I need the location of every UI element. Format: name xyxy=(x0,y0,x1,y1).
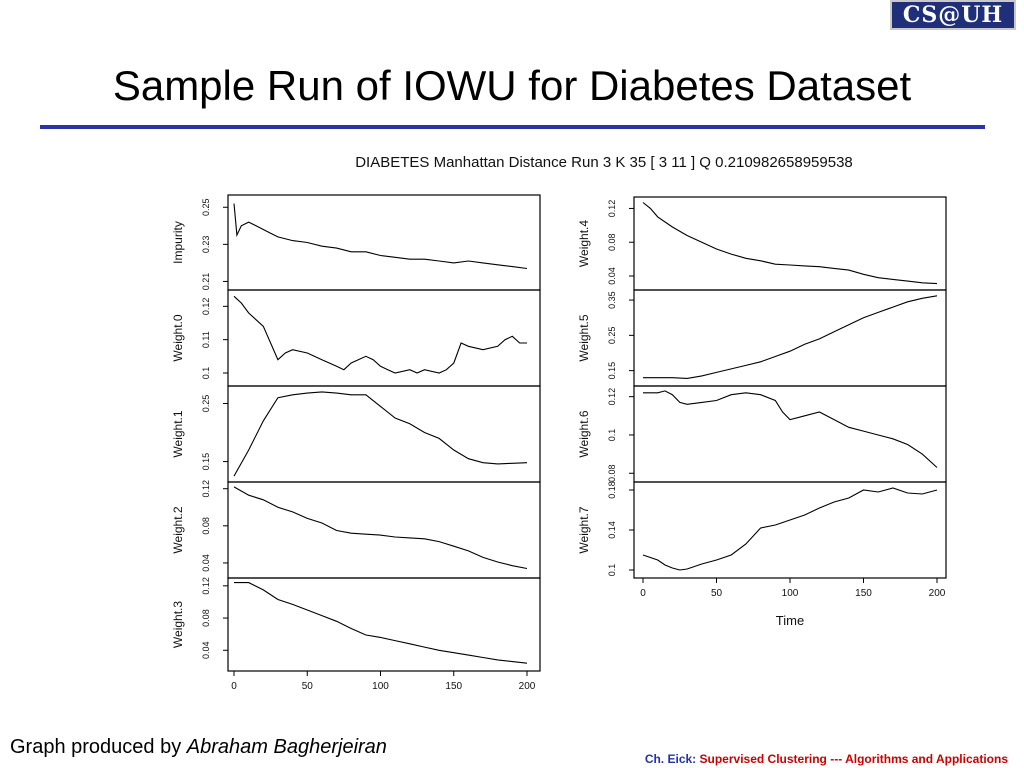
y-tick-label: 0.21 xyxy=(201,273,211,291)
x-tick-label: 200 xyxy=(929,588,946,599)
y-tick-label: 0.1 xyxy=(607,429,617,442)
y-tick-label: 0.18 xyxy=(607,481,617,499)
panel-frame-weight-2 xyxy=(227,481,541,579)
y-tick-label: 0.35 xyxy=(607,291,617,309)
series-line-weight-6 xyxy=(643,390,938,468)
panel-frame-weight-6 xyxy=(633,385,947,483)
x-tick-label: 0 xyxy=(231,681,237,692)
y-tick-label: 0.04 xyxy=(201,554,211,572)
credit-prefix: Graph produced by xyxy=(10,736,182,758)
x-tick-label: 100 xyxy=(782,588,799,599)
panel-frame-weight-7 xyxy=(633,481,947,579)
x-tick-label: 100 xyxy=(372,681,389,692)
y-axis-label-weight-4: Weight.4 xyxy=(577,220,591,267)
series-line-impurity xyxy=(233,203,528,270)
y-axis-label-weight-5: Weight.5 xyxy=(577,314,591,361)
y-axis-label-impurity: Impurity xyxy=(171,221,185,264)
y-axis-label-weight-0: Weight.0 xyxy=(171,314,185,361)
series-line-weight-5 xyxy=(643,295,938,379)
x-tick-label: 200 xyxy=(519,681,536,692)
footer-separator: : xyxy=(692,752,697,766)
slide-footer: Ch. Eick: Supervised Clustering --- Algo… xyxy=(645,752,1008,766)
y-tick-label: 0.08 xyxy=(201,609,211,627)
series-line-weight-0 xyxy=(233,295,527,374)
panel-frame-weight-0 xyxy=(227,289,541,387)
footer-course: Supervised Clustering --- Algorithms and… xyxy=(699,752,1008,766)
line-chart-panels: DIABETES Manhattan Distance Run 3 K 35 [… xyxy=(171,154,947,692)
series-line-weight-1 xyxy=(233,391,528,477)
y-tick-label: 0.15 xyxy=(201,453,211,471)
x-axis-label: Time xyxy=(776,613,804,628)
y-tick-label: 0.08 xyxy=(607,233,617,251)
y-tick-label: 0.25 xyxy=(607,327,617,345)
y-tick-label: 0.12 xyxy=(201,577,211,595)
cs-uh-logo[interactable]: CS@UH xyxy=(890,0,1016,30)
y-tick-label: 0.04 xyxy=(201,642,211,660)
title-divider xyxy=(40,125,985,129)
y-tick-label: 0.12 xyxy=(201,480,211,498)
series-line-weight-2 xyxy=(233,486,528,570)
y-tick-label: 0.04 xyxy=(607,267,617,285)
y-tick-label: 0.14 xyxy=(607,521,617,539)
y-axis-label-weight-7: Weight.7 xyxy=(577,506,591,553)
y-tick-label: 0.23 xyxy=(201,236,211,254)
y-tick-label: 0.08 xyxy=(607,464,617,482)
y-tick-label: 0.25 xyxy=(201,199,211,217)
y-axis-label-weight-2: Weight.2 xyxy=(171,506,185,553)
y-tick-label: 0.1 xyxy=(607,564,617,577)
credit-author: Abraham Bagherjeiran xyxy=(186,736,387,758)
series-line-weight-4 xyxy=(642,202,938,285)
y-axis-label-weight-3: Weight.3 xyxy=(171,601,185,648)
y-axis-label-weight-1: Weight.1 xyxy=(171,410,185,457)
x-tick-label: 50 xyxy=(302,681,314,692)
y-tick-label: 0.1 xyxy=(201,367,211,380)
x-tick-label: 50 xyxy=(711,588,723,599)
slide-title: Sample Run of IOWU for Diabetes Dataset xyxy=(112,62,912,109)
panel-frame-weight-3 xyxy=(227,577,541,672)
panel-frame-impurity xyxy=(227,194,541,291)
x-tick-label: 0 xyxy=(640,588,646,599)
y-tick-label: 0.25 xyxy=(201,395,211,413)
footer-author: Ch. Eick xyxy=(644,752,693,766)
series-line-weight-3 xyxy=(234,582,528,664)
panel-frame-weight-1 xyxy=(227,385,541,483)
y-tick-label: 0.08 xyxy=(201,517,211,535)
credit-line: Graph produced by Abraham Bagherjeiran xyxy=(10,736,387,759)
x-tick-label: 150 xyxy=(855,588,872,599)
y-tick-label: 0.15 xyxy=(607,362,617,380)
y-tick-label: 0.11 xyxy=(201,331,211,348)
y-tick-label: 0.12 xyxy=(607,388,617,406)
y-tick-label: 0.12 xyxy=(201,298,211,316)
y-axis-label-weight-6: Weight.6 xyxy=(577,410,591,457)
y-tick-label: 0.12 xyxy=(607,200,617,218)
x-tick-label: 150 xyxy=(445,681,462,692)
series-line-weight-7 xyxy=(642,487,938,571)
chart-title: DIABETES Manhattan Distance Run 3 K 35 [… xyxy=(355,154,853,171)
panel-frame-weight-4 xyxy=(633,196,947,291)
